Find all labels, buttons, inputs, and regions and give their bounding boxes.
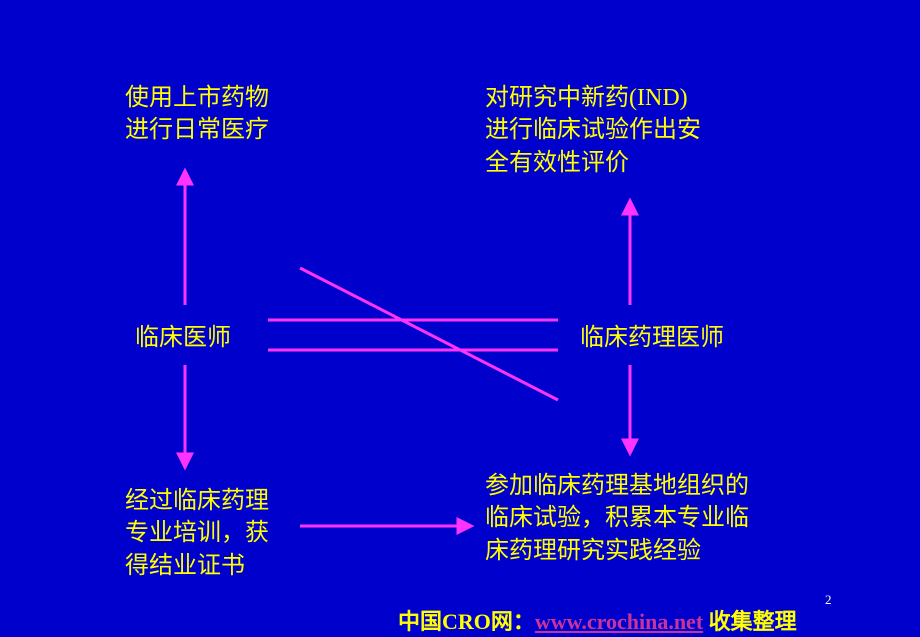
node-mid-left: 临床医师	[135, 322, 231, 354]
node-bot-left: 经过临床药理 专业培训，获 得结业证书	[125, 485, 269, 582]
node-bot-right: 参加临床药理基地组织的 临床试验，积累本专业临 床药理研究实践经验	[485, 470, 749, 567]
footer-prefix: 中国CRO网：	[398, 609, 535, 634]
footer-link[interactable]: www.crochina.net	[535, 609, 703, 634]
slide-canvas: 使用上市药物 进行日常医疗 对研究中新药(IND) 进行临床试验作出安 全有效性…	[0, 0, 920, 637]
node-top-right: 对研究中新药(IND) 进行临床试验作出安 全有效性评价	[485, 82, 701, 179]
footer: 中国CRO网：www.crochina.net 收集整理	[398, 604, 797, 636]
page-number: 2	[825, 592, 832, 608]
node-mid-right: 临床药理医师	[580, 322, 724, 354]
footer-suffix: 收集整理	[703, 609, 797, 634]
node-top-left: 使用上市药物 进行日常医疗	[125, 82, 269, 147]
